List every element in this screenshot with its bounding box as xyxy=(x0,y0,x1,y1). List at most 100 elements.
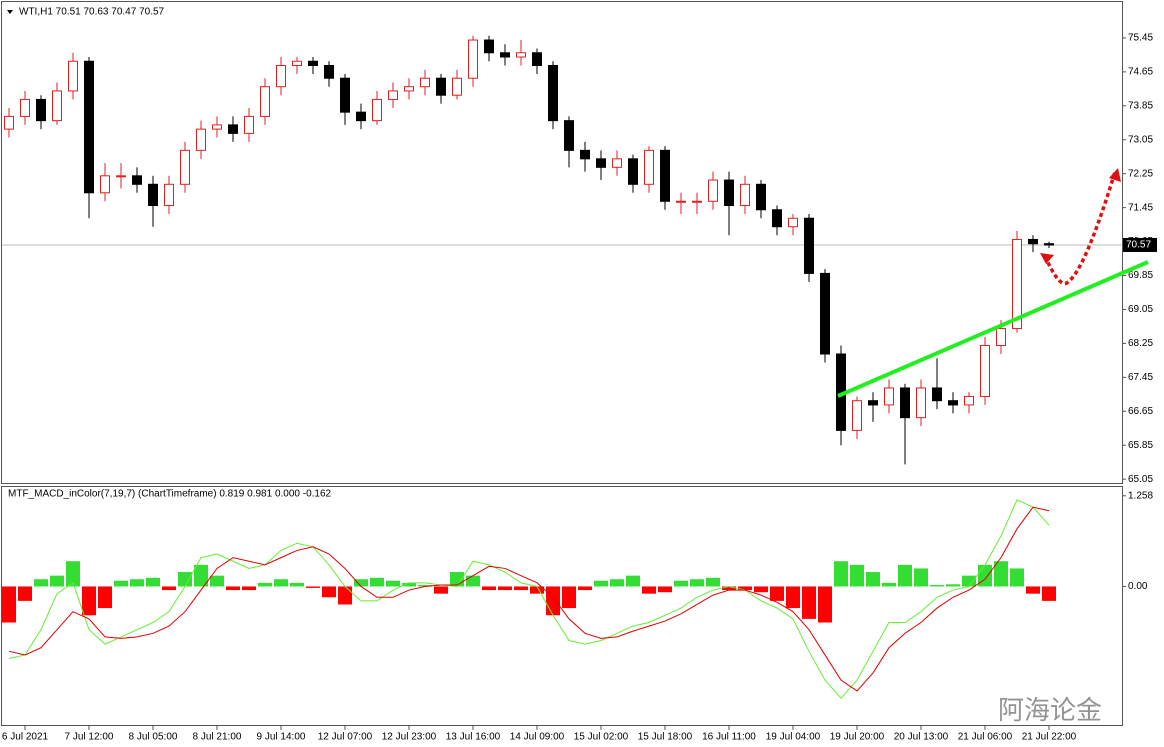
candle-body xyxy=(388,90,398,100)
candle-body xyxy=(1044,243,1054,246)
y-tick-label: 0.00 xyxy=(1128,581,1148,592)
candle-body xyxy=(596,158,606,168)
candle-body xyxy=(260,86,270,117)
arrow-head xyxy=(1109,168,1121,182)
candle-body xyxy=(740,183,750,207)
candle-body xyxy=(612,158,622,168)
histogram-bar xyxy=(322,586,336,598)
candle-body xyxy=(372,98,382,122)
y-tick-label: 74.65 xyxy=(1128,66,1153,77)
histogram-bar xyxy=(914,568,928,587)
candle-body xyxy=(820,272,830,355)
candle-body xyxy=(644,149,654,185)
histogram-bar xyxy=(802,586,816,619)
histogram-bar xyxy=(162,586,176,591)
chart-title: WTI,H1 70.51 70.63 70.47 70.57 xyxy=(19,7,165,18)
y-tick-label: 69.85 xyxy=(1128,270,1153,281)
histogram-bar xyxy=(706,577,720,587)
y-tick-label: 67.45 xyxy=(1128,372,1153,383)
candle-body xyxy=(276,64,286,88)
candle-body xyxy=(948,400,958,406)
y-tick-label: 73.05 xyxy=(1128,134,1153,145)
x-tick-label: 21 Jul 06:00 xyxy=(958,732,1013,743)
histogram-bar xyxy=(114,580,128,587)
histogram-bar xyxy=(34,579,48,587)
candle-body xyxy=(804,217,814,274)
histogram-bar xyxy=(338,586,352,605)
candle-body xyxy=(420,77,430,88)
candle-body xyxy=(964,395,974,406)
histogram-bar xyxy=(994,561,1008,587)
candle-body xyxy=(292,60,302,66)
histogram-bar xyxy=(1010,568,1024,587)
x-tick-label: 12 Jul 23:00 xyxy=(382,732,437,743)
candle-body xyxy=(884,387,894,406)
arrow-head xyxy=(1040,253,1054,264)
histogram-bar xyxy=(402,582,416,587)
candle-body xyxy=(340,77,350,113)
x-tick-label: 9 Jul 14:00 xyxy=(257,732,306,743)
candle-body xyxy=(148,183,158,207)
candle-body xyxy=(20,98,30,117)
histogram-bar xyxy=(898,564,912,587)
indicator-title: MTF_MACD_inColor(7,19,7) (ChartTimeframe… xyxy=(8,489,332,500)
candle-body xyxy=(404,86,414,92)
candle-body xyxy=(932,387,942,402)
candle-body xyxy=(196,128,206,151)
histogram-bar xyxy=(258,582,272,587)
trendline xyxy=(837,260,1149,398)
histogram-bar xyxy=(866,572,880,587)
candle-body xyxy=(180,149,190,185)
histogram-bar xyxy=(658,586,672,593)
watermark: 阿海论金 xyxy=(998,695,1102,725)
histogram-bar xyxy=(690,579,704,587)
x-tick-label: 21 Jul 22:00 xyxy=(1022,732,1077,743)
histogram-bar xyxy=(370,577,384,587)
histogram-bar xyxy=(130,579,144,587)
histogram-bar xyxy=(290,582,304,587)
histogram-bar xyxy=(2,586,16,623)
y-tick-label: 1.258 xyxy=(1128,490,1153,501)
candle-body xyxy=(116,175,126,178)
x-tick-label: 20 Jul 13:00 xyxy=(894,732,949,743)
candle-body xyxy=(756,183,766,211)
candle-body xyxy=(132,175,142,185)
candle-body xyxy=(580,149,590,160)
histogram-bar xyxy=(882,582,896,587)
histogram-bar xyxy=(562,586,576,609)
candle-body xyxy=(724,179,734,207)
candle-body xyxy=(660,149,670,202)
candle-body xyxy=(916,387,926,419)
candle-body xyxy=(500,52,510,58)
candle-body xyxy=(244,115,254,134)
candle-body xyxy=(980,345,990,397)
histogram-bar xyxy=(514,586,528,591)
histogram-bar xyxy=(354,579,368,587)
histogram-bar xyxy=(482,586,496,591)
candle-body xyxy=(852,400,862,431)
histogram-bar xyxy=(850,564,864,587)
candle-body xyxy=(228,124,238,134)
candle-body xyxy=(868,400,878,406)
histogram-bar xyxy=(770,586,784,601)
x-tick-label: 15 Jul 18:00 xyxy=(638,732,693,743)
histogram-bar xyxy=(434,586,448,594)
histogram-bar xyxy=(722,586,736,591)
x-tick-label: 8 Jul 05:00 xyxy=(129,732,178,743)
histogram-bar xyxy=(274,579,288,587)
candle-body xyxy=(68,60,78,92)
histogram-bar xyxy=(754,586,768,593)
histogram-bar xyxy=(578,586,592,591)
histogram-bar xyxy=(226,586,240,591)
candle-body xyxy=(356,111,366,122)
histogram-bar xyxy=(978,564,992,587)
candle-body xyxy=(100,175,110,194)
x-tick-label: 19 Jul 20:00 xyxy=(830,732,885,743)
histogram-bar xyxy=(546,586,560,616)
histogram-bar xyxy=(66,561,80,587)
histogram-bar xyxy=(1026,586,1040,594)
candle-body xyxy=(52,90,62,122)
candle-body xyxy=(84,60,94,194)
